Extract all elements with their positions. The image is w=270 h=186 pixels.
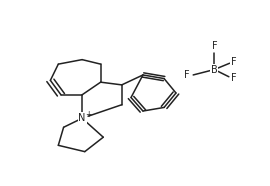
- Text: F: F: [231, 73, 236, 83]
- Text: F: F: [231, 57, 236, 67]
- Text: B: B: [211, 65, 218, 75]
- Text: F: F: [184, 70, 190, 80]
- Text: N: N: [78, 113, 86, 123]
- Text: +: +: [85, 110, 91, 119]
- Text: F: F: [211, 41, 217, 51]
